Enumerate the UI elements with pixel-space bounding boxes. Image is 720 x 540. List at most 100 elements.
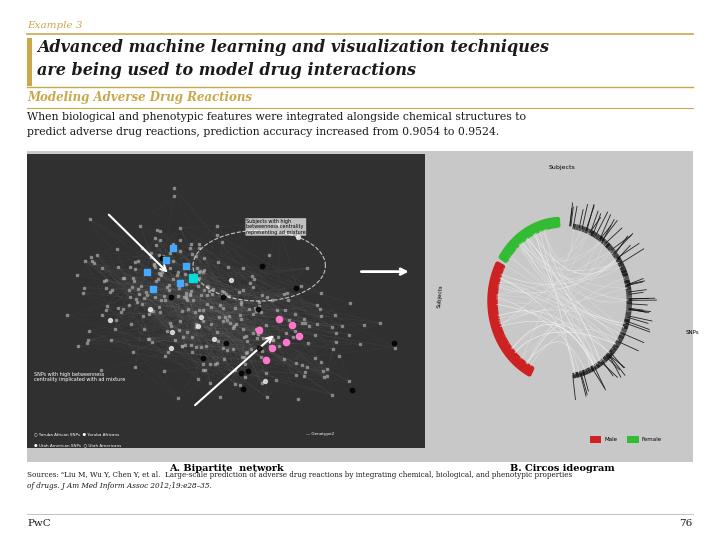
Point (202, 282, 214, 291)
Point (205, 303, 217, 312)
Point (221, 346, 233, 355)
Point (84, 326, 95, 335)
Point (155, 270, 166, 279)
Point (297, 361, 308, 369)
Point (84, 215, 96, 224)
Point (211, 328, 222, 336)
Point (293, 332, 305, 341)
Point (310, 354, 321, 362)
Point (180, 279, 192, 288)
Point (181, 296, 193, 305)
Point (212, 222, 223, 231)
Point (336, 321, 348, 330)
Point (217, 303, 228, 312)
Point (146, 338, 158, 347)
Text: SNPs: SNPs (685, 330, 699, 335)
Point (171, 271, 183, 280)
Point (326, 322, 338, 331)
Point (127, 273, 139, 282)
Point (253, 305, 264, 313)
Point (243, 305, 255, 313)
Point (223, 292, 235, 301)
Point (150, 241, 162, 249)
Point (190, 343, 202, 352)
Point (150, 233, 161, 242)
Point (230, 380, 241, 388)
Text: — Genotype2: — Genotype2 (305, 433, 333, 436)
Point (302, 264, 313, 273)
Point (237, 264, 248, 272)
Point (179, 293, 190, 302)
Point (255, 353, 266, 361)
Point (240, 331, 252, 340)
Point (252, 329, 264, 338)
Point (266, 296, 277, 305)
Point (180, 292, 192, 300)
Point (235, 369, 247, 377)
Point (204, 379, 216, 388)
Point (112, 245, 123, 253)
Point (312, 320, 323, 328)
Point (244, 279, 256, 287)
Point (119, 274, 130, 282)
Point (251, 306, 262, 315)
Point (130, 363, 141, 372)
Point (221, 316, 233, 325)
Point (256, 346, 268, 355)
Point (253, 344, 265, 353)
Point (233, 287, 245, 296)
Point (280, 338, 292, 347)
Point (132, 257, 144, 266)
Point (205, 319, 217, 328)
Text: B. Circos ideogram: B. Circos ideogram (510, 464, 615, 474)
Point (186, 347, 198, 356)
Point (165, 322, 176, 330)
Point (140, 288, 151, 297)
Point (271, 306, 283, 314)
Text: When biological and phenotypic features were integrated alongside chemical struc: When biological and phenotypic features … (27, 112, 526, 123)
Point (183, 305, 194, 314)
Point (166, 344, 177, 353)
Point (133, 289, 145, 298)
Text: Sources: ᵃLiu M, Wu Y, Chen Y, et al.  Large-scale prediction of adverse drug re: Sources: ᵃLiu M, Wu Y, Chen Y, et al. La… (27, 471, 572, 479)
Point (201, 291, 212, 300)
Point (212, 336, 223, 345)
Point (247, 329, 258, 338)
Point (279, 306, 291, 315)
Point (287, 320, 298, 329)
Point (167, 328, 179, 337)
Point (91, 251, 102, 259)
Point (143, 334, 155, 343)
Point (238, 384, 249, 393)
Point (186, 333, 198, 341)
Point (169, 336, 181, 345)
Point (139, 294, 150, 303)
Bar (27, 154, 425, 448)
Point (184, 290, 196, 299)
Point (174, 224, 186, 232)
Point (161, 283, 173, 292)
Point (78, 284, 90, 292)
Point (228, 321, 240, 330)
Point (194, 266, 206, 275)
Point (212, 258, 223, 266)
Point (260, 356, 271, 364)
Point (163, 281, 175, 289)
Point (174, 247, 186, 255)
Point (289, 310, 300, 319)
Point (153, 251, 164, 259)
Point (156, 295, 167, 304)
Point (172, 267, 184, 276)
Point (144, 305, 156, 313)
Point (192, 281, 204, 290)
Point (374, 319, 386, 327)
Point (289, 327, 300, 335)
Point (156, 253, 167, 262)
Point (135, 222, 146, 231)
Point (317, 367, 328, 375)
Point (198, 306, 210, 314)
Point (154, 226, 166, 235)
Text: Subjects: Subjects (549, 165, 576, 170)
Point (217, 293, 229, 302)
Point (238, 332, 250, 341)
